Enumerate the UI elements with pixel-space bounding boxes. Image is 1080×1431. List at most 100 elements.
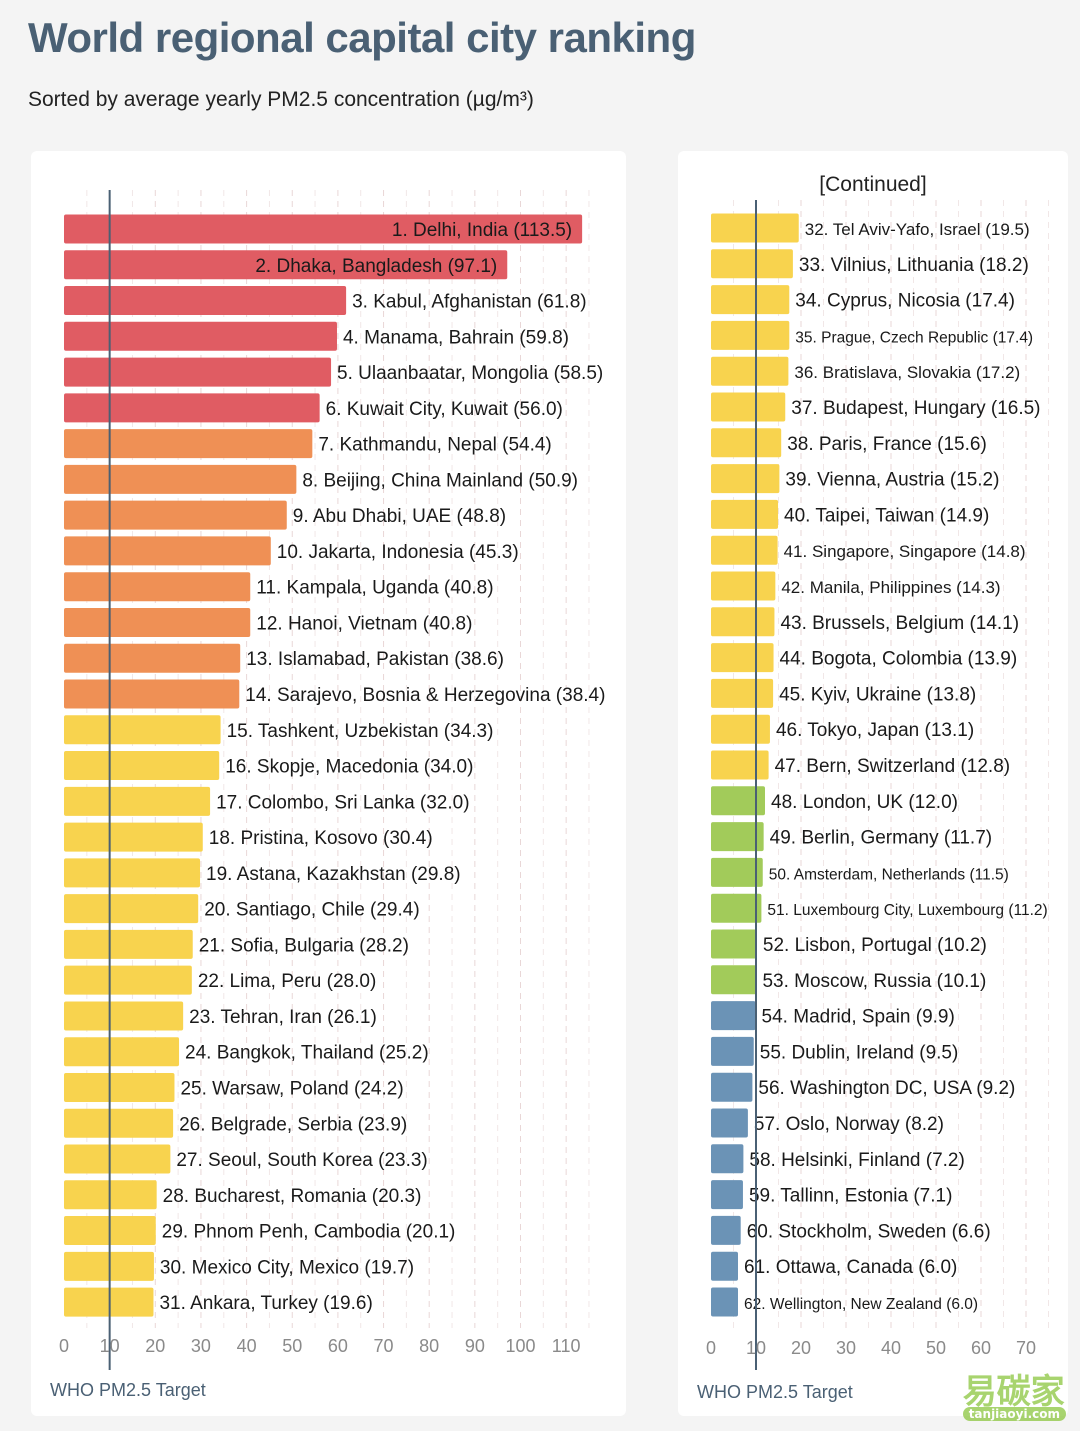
watermark-text: 易碳家 [962, 1372, 1065, 1412]
bar-label: 30. Mexico City, Mexico (19.7) [160, 1257, 414, 1278]
bar-label: 11. Kampala, Uganda (40.8) [256, 578, 493, 599]
bar-label: 12. Hanoi, Vietnam (40.8) [256, 613, 472, 634]
bar [711, 965, 757, 995]
watermark-logo: 易碳家 tanjiaoyi.com [962, 1364, 1066, 1421]
bar [711, 464, 780, 494]
bar-label: 44. Bogota, Colombia (13.9) [780, 649, 1018, 670]
bar-label: 45. Kyiv, Ukraine (13.8) [779, 684, 976, 705]
bar-label: 9. Abu Dhabi, UAE (48.8) [293, 506, 506, 527]
bar [64, 214, 583, 244]
who-target-label: WHO PM2.5 Target [697, 1382, 853, 1402]
bar-label: 1. Delhi, India (113.5) [392, 220, 572, 241]
tick-label: 60 [971, 1338, 991, 1358]
bar-label: 3. Kabul, Afghanistan (61.8) [352, 292, 587, 313]
bar [64, 751, 220, 781]
bar-label: 61. Ottawa, Canada (6.0) [744, 1257, 957, 1278]
bar-label: 10. Jakarta, Indonesia (45.3) [277, 542, 519, 563]
tick-label: 30 [191, 1336, 211, 1356]
bar [64, 536, 271, 566]
bar-label: 36. Bratislava, Slovakia (17.2) [794, 363, 1020, 382]
bar-label: 5. Ulaanbaatar, Mongolia (58.5) [337, 363, 603, 384]
bar [711, 428, 782, 458]
bar [64, 393, 320, 423]
bar-label: 23. Tehran, Iran (26.1) [189, 1007, 377, 1028]
bar-label: 35. Prague, Czech Republic (17.4) [795, 329, 1033, 346]
bar-label: 25. Warsaw, Poland (24.2) [180, 1078, 403, 1099]
bar-label: 34. Cyprus, Nicosia (17.4) [795, 291, 1015, 312]
bar [64, 715, 221, 745]
bar-label: 29. Phnom Penh, Cambodia (20.1) [162, 1222, 456, 1243]
bar-label: 17. Colombo, Sri Lanka (32.0) [216, 792, 469, 813]
bar-label: 33. Vilnius, Lithuania (18.2) [799, 255, 1029, 276]
bar [711, 535, 778, 565]
bar-label: 40. Taipei, Taiwan (14.9) [784, 505, 989, 526]
bar-label: 7. Kathmandu, Nepal (54.4) [318, 435, 551, 456]
continued-label: [Continued] [819, 173, 926, 196]
bar-label: 48. London, UK (12.0) [771, 792, 958, 813]
bar [711, 1180, 743, 1210]
bar [711, 571, 776, 601]
bar [64, 929, 193, 959]
bar [64, 572, 251, 602]
bar-label: 60. Stockholm, Sweden (6.6) [747, 1221, 991, 1242]
tick-label: 10 [100, 1336, 120, 1356]
bar [711, 1144, 744, 1174]
bar [64, 822, 203, 852]
bar [711, 1287, 738, 1317]
chart-title: World regional capital city ranking [28, 14, 696, 61]
bar [711, 1215, 741, 1245]
bar-label: 32. Tel Aviv-Yafo, Israel (19.5) [805, 220, 1030, 239]
bar [64, 321, 337, 351]
bar-label: 59. Tallinn, Estonia (7.1) [749, 1186, 953, 1207]
bar [711, 213, 799, 243]
tick-label: 0 [706, 1338, 716, 1358]
bar [711, 356, 789, 386]
tick-label: 40 [237, 1336, 257, 1356]
bar-label: 53. Moscow, Russia (10.1) [762, 971, 986, 992]
bar-label: 58. Helsinki, Finland (7.2) [749, 1150, 964, 1171]
bar-label: 54. Madrid, Spain (9.9) [762, 1007, 955, 1028]
tick-label: 0 [59, 1336, 69, 1356]
bar [711, 1108, 748, 1138]
bar-label: 39. Vienna, Austria (15.2) [785, 470, 999, 491]
bar-label: 4. Manama, Bahrain (59.8) [343, 327, 569, 348]
tick-label: 60 [328, 1336, 348, 1356]
tick-label: 30 [836, 1338, 856, 1358]
bar [64, 1108, 174, 1138]
bar-label: 24. Bangkok, Thailand (25.2) [185, 1043, 429, 1064]
bar-label: 19. Astana, Kazakhstan (29.8) [206, 864, 461, 885]
bar [711, 893, 762, 923]
bar [64, 894, 199, 924]
bar-label: 28. Bucharest, Romania (20.3) [163, 1186, 422, 1207]
bar-label: 6. Kuwait City, Kuwait (56.0) [326, 399, 563, 420]
bar [711, 607, 775, 637]
bar [711, 285, 790, 315]
bar-label: 56. Washington DC, USA (9.2) [758, 1078, 1015, 1099]
bar [64, 679, 240, 709]
bar [64, 1144, 171, 1174]
tick-label: 50 [282, 1336, 302, 1356]
tick-label: 70 [1016, 1338, 1036, 1358]
bar-label: 8. Beijing, China Mainland (50.9) [302, 470, 578, 491]
tick-label: 40 [881, 1338, 901, 1358]
bar-label: 52. Lisbon, Portugal (10.2) [763, 935, 987, 956]
bar [711, 1251, 738, 1281]
tick-label: 110 [552, 1336, 581, 1356]
bar-label: 41. Singapore, Singapore (14.8) [784, 542, 1026, 561]
bar-label: 38. Paris, France (15.6) [787, 434, 987, 455]
bar [64, 858, 201, 888]
bar [64, 1072, 175, 1102]
bar [711, 822, 764, 852]
bar [711, 678, 774, 708]
tick-label: 70 [374, 1336, 394, 1356]
tick-label: 90 [465, 1336, 485, 1356]
bar-label: 27. Seoul, South Korea (23.3) [176, 1150, 427, 1171]
bar [64, 500, 287, 530]
bar [64, 429, 313, 459]
bar [711, 786, 765, 816]
bar-label: 46. Tokyo, Japan (13.1) [776, 720, 974, 741]
bar [711, 1001, 756, 1031]
bar-label: 50. Amsterdam, Netherlands (11.5) [769, 866, 1009, 883]
bar-label: 14. Sarajevo, Bosnia & Herzegovina (38.4… [245, 685, 605, 706]
